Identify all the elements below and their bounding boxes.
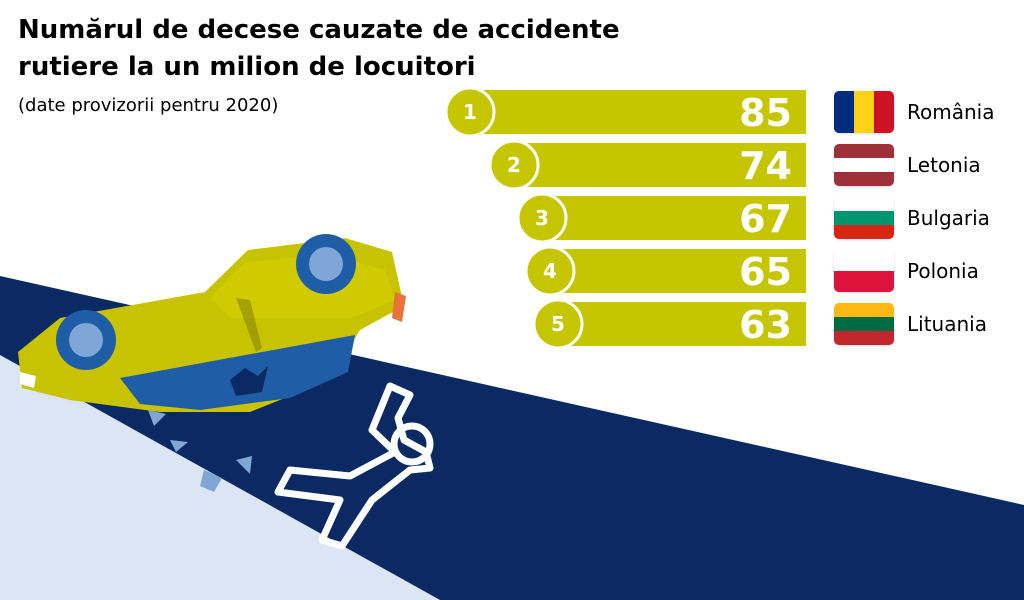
bar [550, 249, 806, 293]
flag-stripe [834, 317, 894, 331]
value-label: 67 [739, 197, 792, 241]
value-label: 74 [739, 144, 792, 188]
flag-stripe [834, 250, 894, 271]
country-label: Lituania [907, 312, 987, 336]
bar-group: 5 63 [532, 298, 806, 350]
rank-badge [524, 245, 576, 297]
flag-stripe [874, 91, 894, 133]
bar-group: 3 67 [516, 192, 806, 244]
country-label: România [907, 100, 995, 124]
rank-label: 1 [463, 100, 477, 124]
flag-stripe [834, 331, 894, 345]
bar-group: 1 85 [444, 86, 806, 138]
lithuania-flag-icon [834, 303, 894, 345]
bar [470, 90, 806, 134]
value-label: 65 [739, 250, 792, 294]
rank-badge [488, 139, 540, 191]
flag-stripe [834, 91, 854, 133]
value-label: 63 [739, 303, 792, 347]
rank-label: 3 [535, 206, 549, 230]
poland-flag-icon [834, 250, 894, 292]
bar-group: 2 74 [488, 139, 806, 191]
bar-group: 4 65 [524, 245, 806, 297]
bar [558, 302, 806, 346]
flag-stripe [834, 144, 894, 158]
bar [514, 143, 806, 187]
latvia-flag-icon [834, 144, 894, 186]
flag-stripe [834, 271, 894, 292]
bar [542, 196, 806, 240]
rank-label: 4 [543, 259, 557, 283]
romania-flag-icon [834, 91, 894, 133]
rank-badge [516, 192, 568, 244]
glass-shards [148, 410, 252, 492]
flag-stripe [834, 158, 894, 172]
chart-title: Numărul de decese cauzate de accidente r… [18, 15, 620, 82]
flag-stripe [834, 303, 894, 317]
flag-stripe [834, 211, 894, 225]
flag-stripe [834, 225, 894, 239]
value-label: 85 [739, 91, 792, 135]
rank-label: 5 [551, 312, 565, 336]
chart-subtitle: (date provizorii pentru 2020) [18, 95, 279, 116]
rank-badge [444, 86, 496, 138]
country-label: Letonia [907, 153, 981, 177]
rank-badge [532, 298, 584, 350]
country-label: Polonia [907, 259, 979, 283]
rank-label: 2 [507, 153, 521, 177]
flag-stripe [834, 172, 894, 186]
flag-stripe [834, 197, 894, 211]
body-outline-icon [274, 382, 434, 550]
overturned-car-icon [18, 234, 406, 412]
country-label: Bulgaria [907, 206, 990, 230]
bulgaria-flag-icon [834, 197, 894, 239]
flag-stripe [854, 91, 874, 133]
